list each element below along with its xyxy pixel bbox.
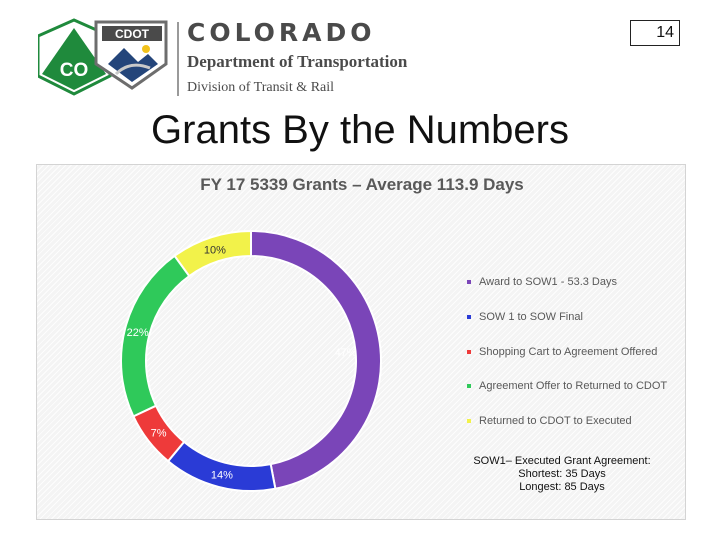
legend-label: Award to SOW1 [479,276,558,288]
logo-monogram: CO [60,60,89,81]
donut-chart: 47% 14% 7% 22% 10% [120,229,383,492]
slice-data-label: 7% [151,428,167,440]
summary-longest: Longest: 85 Days [519,481,605,493]
legend-label: Shopping Cart to Agreement Offered [479,346,658,358]
legend-item-shopping-cart: Shopping Cart to Agreement Offered [467,345,682,360]
duration-summary: SOW1– Executed Grant Agreement: Shortest… [467,455,657,494]
donut-slice [166,440,277,492]
chart-panel: FY 17 5339 Grants – Average 113.9 Days 4… [36,164,686,520]
legend-swatch [467,419,471,423]
slice-data-label: 10% [204,245,226,257]
legend-item-returned-to-executed: Returned to CDOT to Executed [467,414,682,429]
slide-title: Grants By the Numbers [151,108,569,152]
summary-heading: SOW1– Executed Grant Agreement: [473,455,651,467]
legend-item-sow1-to-sow-final: SOW 1 to SOW Final [467,310,682,325]
logo-badge-text: CDOT [115,27,150,41]
donut-slice [250,229,383,490]
legend-item-award-to-sow1: Award to SOW1 - 53.3 Days [467,275,682,290]
legend-label: Agreement Offer to Returned to CDOT [479,380,668,392]
summary-shortest: Shortest: 35 Days [518,468,606,480]
legend-swatch [467,315,471,319]
cdot-logo: CO CDOT [38,18,168,96]
donut-slice [173,229,252,278]
page-number: 14 [630,20,680,46]
legend-swatch [467,350,471,354]
division-name: Division of Transit & Rail [187,80,335,95]
legend-label: SOW 1 to SOW Final [479,311,583,323]
legend-swatch [467,384,471,388]
logo-divider [177,22,179,96]
org-name: COLORADO [187,18,376,47]
legend-swatch [467,280,471,284]
chart-title: FY 17 5339 Grants – Average 113.9 Days [200,175,524,194]
department-name: Department of Transportation [187,52,408,71]
slice-data-label: 14% [211,469,233,481]
slice-data-label: 22% [127,327,149,339]
legend-note: - 53.3 Days [560,276,617,288]
slice-data-label: 47% [335,347,357,359]
legend-label: Returned to CDOT to Executed [479,415,632,427]
legend-item-agreement-offer: Agreement Offer to Returned to CDOT [467,379,682,394]
